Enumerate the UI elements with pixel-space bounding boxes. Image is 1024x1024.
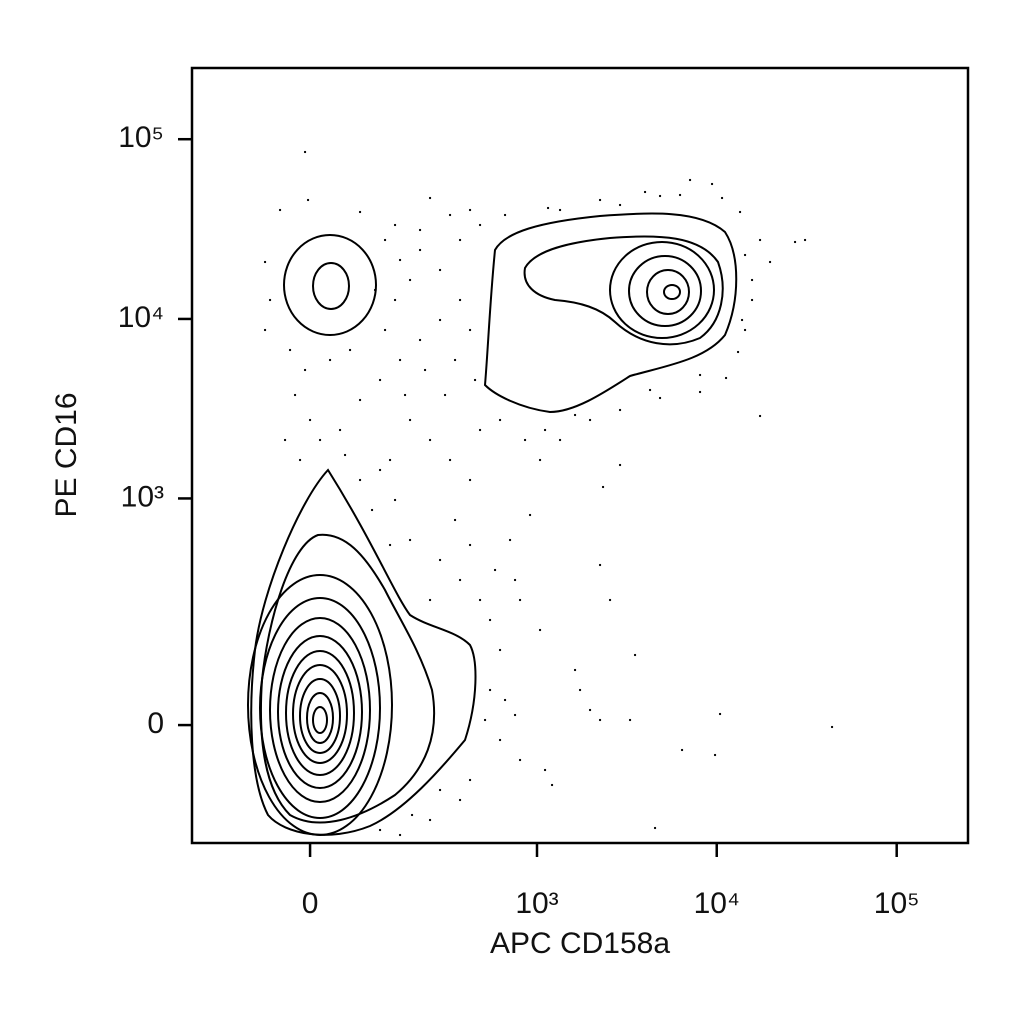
- contour: [259, 597, 381, 819]
- y-tick-label: 10⁵: [118, 121, 164, 154]
- contour: [312, 706, 328, 734]
- contour: [663, 284, 681, 300]
- contour: [609, 241, 715, 339]
- x-tick-label: 10³: [515, 887, 558, 920]
- y-tick-label: 10⁴: [118, 301, 164, 334]
- contour: [312, 262, 350, 310]
- contour: [247, 574, 393, 836]
- y-tick-label: 10³: [121, 480, 164, 513]
- events: [263, 150, 834, 837]
- contour: [306, 692, 334, 744]
- x-tick-label: 10⁴: [694, 887, 740, 920]
- plot-frame: [190, 66, 970, 845]
- contour: [277, 635, 363, 789]
- contour: [269, 617, 371, 803]
- contour: [283, 234, 377, 336]
- x-tick-label: 0: [302, 887, 319, 920]
- x-axis-title: APC CD158a: [490, 927, 670, 960]
- contours: [247, 212, 738, 836]
- contour: [646, 269, 690, 315]
- y-axis-title: PE CD16: [50, 392, 83, 517]
- x-tick-label: 10⁵: [874, 887, 920, 920]
- contour: [628, 255, 702, 327]
- contour: [299, 678, 341, 754]
- contour: [250, 468, 477, 836]
- y-tick-label: 0: [147, 707, 164, 740]
- contour: [285, 650, 355, 776]
- contour: [483, 212, 738, 414]
- contour: [292, 664, 348, 764]
- contour: [523, 235, 724, 346]
